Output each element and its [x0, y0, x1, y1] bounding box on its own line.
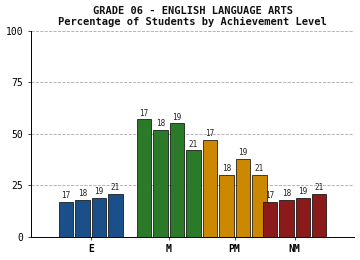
Bar: [92, 198, 106, 237]
Text: 21: 21: [189, 140, 198, 149]
Text: 17: 17: [62, 191, 71, 200]
Bar: [153, 130, 168, 237]
Text: 19: 19: [94, 187, 104, 196]
Text: 18: 18: [78, 189, 87, 198]
Text: 18: 18: [282, 189, 291, 198]
Text: 17: 17: [265, 191, 274, 200]
Bar: [252, 175, 266, 237]
Text: 18: 18: [156, 119, 165, 128]
Bar: [312, 193, 327, 237]
Bar: [235, 159, 250, 237]
Bar: [59, 202, 73, 237]
Text: 17: 17: [205, 129, 215, 138]
Text: 21: 21: [315, 183, 324, 192]
Bar: [108, 193, 123, 237]
Title: GRADE 06 - ENGLISH LANGUAGE ARTS
Percentage of Students by Achievement Level: GRADE 06 - ENGLISH LANGUAGE ARTS Percent…: [58, 5, 327, 27]
Text: 19: 19: [172, 113, 181, 122]
Text: 18: 18: [222, 164, 231, 173]
Bar: [186, 150, 201, 237]
Bar: [219, 175, 234, 237]
Text: 21: 21: [111, 183, 120, 192]
Text: 21: 21: [255, 164, 264, 173]
Bar: [203, 140, 217, 237]
Bar: [279, 200, 293, 237]
Text: 17: 17: [139, 109, 149, 118]
Bar: [137, 119, 151, 237]
Bar: [170, 124, 184, 237]
Text: 19: 19: [298, 187, 307, 196]
Bar: [262, 202, 277, 237]
Text: 19: 19: [238, 148, 247, 157]
Bar: [296, 198, 310, 237]
Bar: [75, 200, 90, 237]
